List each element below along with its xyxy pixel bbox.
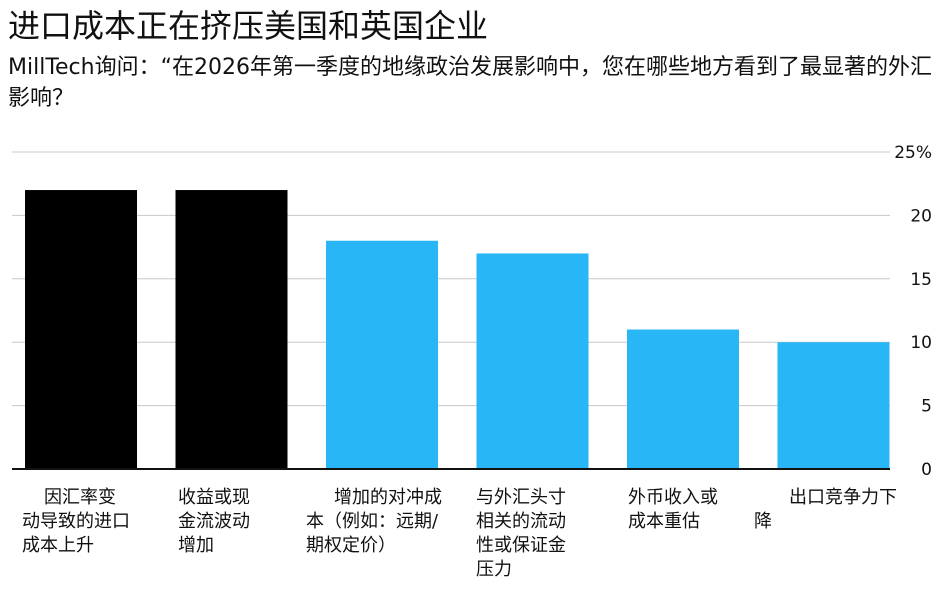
y-tick-label: 0	[921, 460, 932, 480]
bar	[25, 190, 137, 470]
x-tick-label-line: 压力	[476, 559, 512, 580]
x-tick-label-line: 与外汇头寸	[476, 487, 566, 508]
y-tick-label: 20	[910, 206, 932, 226]
x-tick-label-line: 成本重估 降	[628, 511, 772, 532]
x-tick-label-line: 增加	[178, 535, 214, 556]
x-tick-label-line: 本（例如：远期/	[306, 511, 439, 532]
chart-title: 进口成本正在挤压美国和英国企业	[8, 7, 489, 45]
bar	[326, 240, 438, 469]
x-tick-label-line: 性或保证金	[476, 535, 566, 556]
x-tick-label-line: 金流波动	[178, 511, 250, 532]
bar	[777, 342, 890, 469]
x-tick-label-line: 相关的流动	[476, 511, 566, 532]
x-tick-label: 出口竞争力下	[789, 486, 897, 510]
y-tick-label: 15	[910, 270, 932, 290]
x-tick-label-line: 动导致的进口	[22, 511, 130, 532]
x-tick-label-line: 因汇率变	[44, 487, 116, 508]
x-tick-label: 因汇率变动导致的进口 成本上升	[22, 486, 130, 558]
x-tick-label-line: 成本上升	[22, 535, 94, 556]
bar	[476, 253, 589, 469]
y-tick-label: 25%	[894, 143, 932, 163]
x-tick-label: 收益或现金流波动增加	[178, 486, 250, 558]
bar	[175, 190, 288, 470]
bar	[627, 329, 739, 469]
x-tick-label: 增加的对冲成本（例如：远期/期权定价）	[306, 486, 442, 558]
x-tick-label-line: 期权定价）	[306, 535, 396, 556]
x-tick-label: 外币收入或成本重估 降	[628, 486, 772, 534]
x-tick-label-line: 增加的对冲成	[334, 487, 442, 508]
x-tick-label-line: 外币收入或	[628, 487, 718, 508]
y-tick-label: 10	[910, 333, 932, 353]
x-tick-label-line: 出口竞争力下	[789, 487, 897, 508]
chart-subtitle: MillTech询问：“在2026年第一季度的地缘政治发展影响中，您在哪些地方看…	[8, 55, 932, 111]
x-tick-label: 与外汇头寸相关的流动性或保证金压力	[476, 486, 566, 582]
x-tick-label-line: 收益或现	[178, 487, 250, 508]
y-tick-label: 5	[921, 397, 932, 417]
